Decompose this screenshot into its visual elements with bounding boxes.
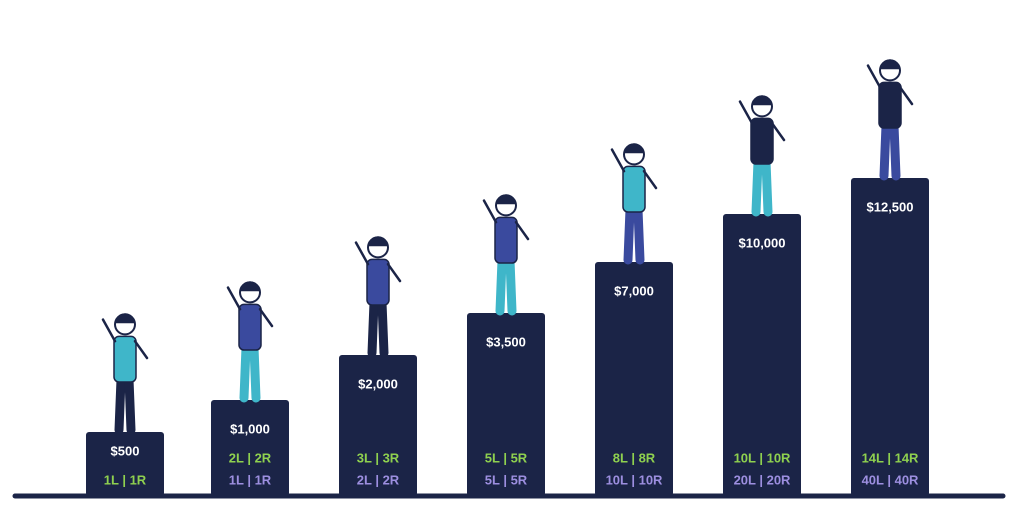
torso [366,258,390,306]
leg [377,298,389,358]
leg [239,343,251,403]
arm [866,64,882,89]
tier-bar [851,178,929,496]
person-figure [354,236,402,358]
hair [368,236,388,247]
tier-line: 10L | 10R [734,450,791,465]
leg [751,157,763,217]
tier-line: 2L | 2R [357,472,400,487]
hair [624,143,644,154]
tier-bar [595,262,673,496]
person-figure [610,143,658,265]
arm [610,148,626,173]
arm [514,220,530,241]
tier-amount: $2,000 [358,376,398,391]
arm [101,318,117,343]
tier-amount: $10,000 [739,235,786,250]
leg [124,375,136,435]
person-figure [226,281,274,403]
hair [115,313,135,324]
person-figure [101,313,149,435]
arm [898,85,914,106]
leg [761,157,773,217]
tier-line: 10L | 10R [606,472,663,487]
tier-line: 3L | 3R [357,450,400,465]
tier-line: 5L | 5R [485,472,528,487]
tier-line: 1L | 1R [229,472,272,487]
tier-line: 8L | 8R [613,450,656,465]
tier-line: 2L | 2R [229,450,272,465]
arm [354,241,370,266]
tier-line: 1L | 1R [104,472,147,487]
leg [367,298,379,358]
tier-line: 14L | 14R [862,450,919,465]
tier-line: 20L | 20R [734,472,791,487]
hair [752,95,772,106]
person-figure [738,95,786,217]
leg [505,256,517,316]
tier-line: 5L | 5R [485,450,528,465]
tier-amount: $7,000 [614,283,654,298]
tier-line: 40L | 40R [862,472,919,487]
tier-amount: $3,500 [486,334,526,349]
person-figure [866,59,914,181]
arm [386,262,402,283]
person-figure [482,194,530,316]
tier-amount: $12,500 [867,199,914,214]
torso [113,335,137,383]
leg [249,343,261,403]
tier-bar [86,432,164,496]
torso [238,303,262,351]
arm [258,307,274,328]
arm [642,169,658,190]
arm [133,339,149,360]
tier-bar [339,355,417,496]
tier-bar [723,214,801,496]
arm [482,199,498,224]
arm [770,121,786,142]
arm [226,286,242,311]
torso [622,165,646,213]
tier-bar [467,313,545,496]
hair [240,281,260,292]
leg [879,121,891,181]
hair [496,194,516,205]
tier-bar [211,400,289,496]
torso [494,216,518,264]
tier-amount: $1,000 [230,421,270,436]
torso [878,81,902,129]
tier-amount: $500 [111,443,140,458]
torso [750,117,774,165]
leg [889,121,901,181]
arm [738,100,754,125]
leg [623,205,635,265]
leg [114,375,126,435]
hair [880,59,900,70]
leg [633,205,645,265]
leg [495,256,507,316]
